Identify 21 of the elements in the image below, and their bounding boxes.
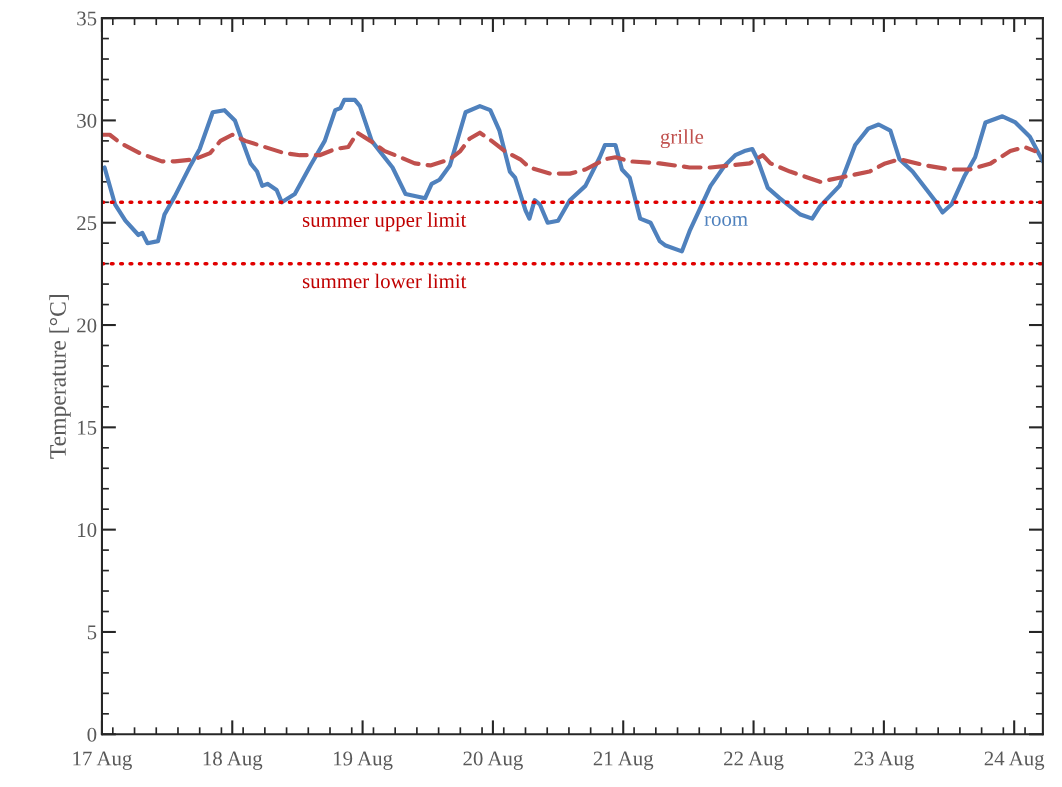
y-tick-label: 15 xyxy=(78,420,97,435)
x-tick-label: 23 Aug xyxy=(854,751,914,770)
series-label: grille xyxy=(660,129,704,149)
y-axis-title: Temperature [°C] xyxy=(49,295,71,459)
y-tick-label: 25 xyxy=(77,216,97,231)
x-tick-label: 24 Aug xyxy=(984,751,1045,770)
x-tick-label: 17 Aug xyxy=(73,751,132,770)
ref-line-label: summer lower limit xyxy=(302,273,467,289)
y-tick-label: 20 xyxy=(77,318,97,333)
y-tick-label: 0 xyxy=(87,727,97,742)
y-tick-label: 30 xyxy=(77,113,97,128)
y-tick-label: 35 xyxy=(77,11,97,26)
y-tick-label: 5 xyxy=(87,625,97,640)
x-tick-label: 21 Aug xyxy=(593,751,654,770)
x-tick-label: 22 Aug xyxy=(724,751,784,770)
series-label: room xyxy=(704,216,748,227)
y-tick-label: 10 xyxy=(78,523,97,538)
x-tick-label: 19 Aug xyxy=(334,751,393,770)
ref-line-label: summer upper limit xyxy=(302,212,467,232)
x-tick-label: 20 Aug xyxy=(463,751,523,770)
x-tick-label: 18 Aug xyxy=(203,751,263,770)
